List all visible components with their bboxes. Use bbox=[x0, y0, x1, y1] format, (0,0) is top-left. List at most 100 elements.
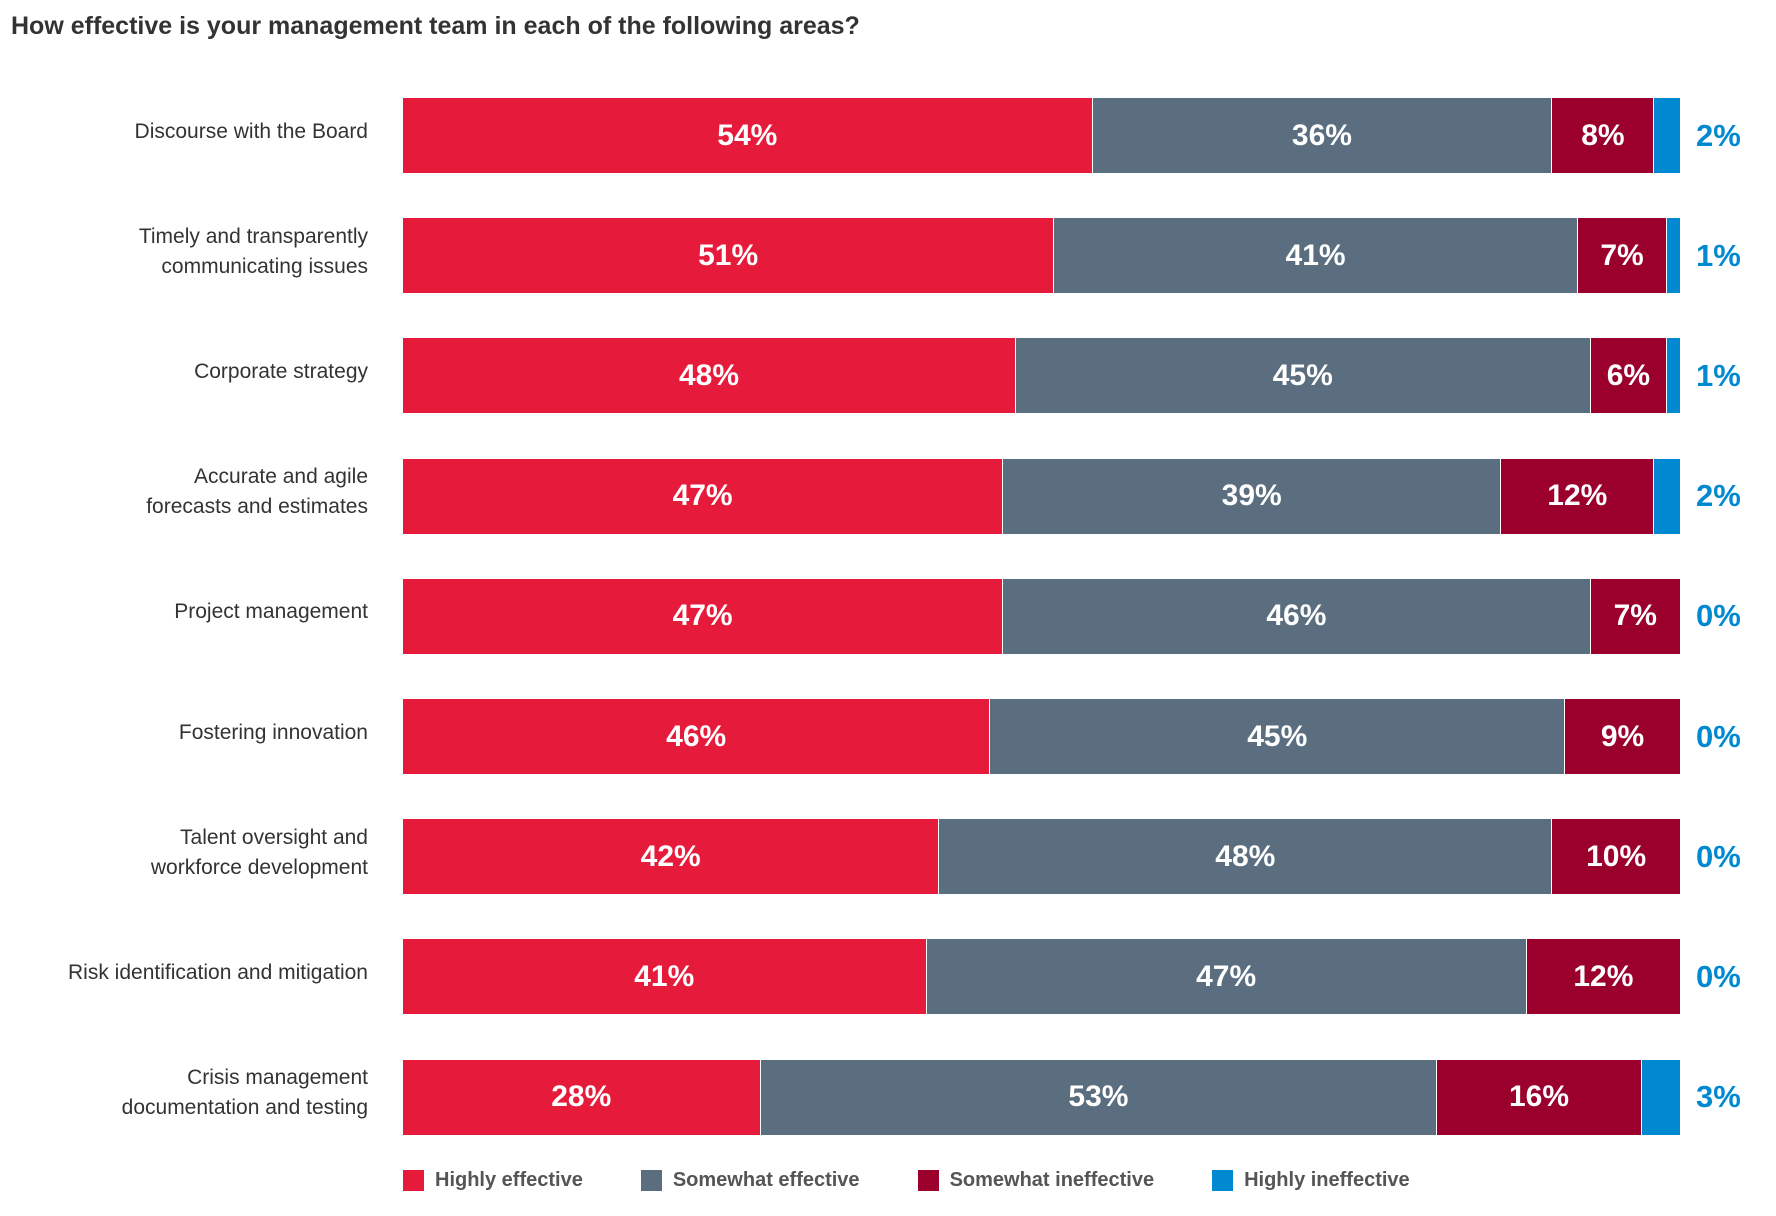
bar-segment-somewhat-ineffective: 12% bbox=[1501, 458, 1655, 534]
bar-segment-somewhat-effective: 46% bbox=[1003, 578, 1591, 654]
data-label-highly-ineffective: 2% bbox=[1696, 478, 1741, 514]
data-label-highly-ineffective: 0% bbox=[1696, 958, 1741, 994]
data-label: 47% bbox=[672, 479, 733, 513]
bar-segment-highly-ineffective bbox=[1667, 218, 1680, 294]
bar-segment-highly-effective: 51% bbox=[403, 218, 1055, 294]
data-label: 53% bbox=[1068, 1080, 1129, 1114]
bar-segment-highly-ineffective bbox=[1654, 98, 1680, 173]
data-label: 12% bbox=[1573, 959, 1634, 993]
bar-segment-highly-effective: 47% bbox=[403, 458, 1004, 534]
data-label: 7% bbox=[1613, 599, 1657, 633]
legend-label: Highly ineffective bbox=[1244, 1169, 1410, 1191]
category-label: Fostering innovation bbox=[8, 718, 368, 748]
category-label-line: Project management bbox=[174, 600, 368, 624]
bar-segment-somewhat-ineffective: 16% bbox=[1437, 1059, 1642, 1135]
bar-segment-somewhat-effective: 53% bbox=[760, 1059, 1438, 1135]
data-label: 45% bbox=[1272, 358, 1333, 392]
category-label-line: Discourse with the Board bbox=[134, 119, 368, 143]
category-label: Timely and transparently communicating is… bbox=[8, 222, 368, 282]
category-label-line: Risk identification and mitigation bbox=[68, 960, 368, 984]
bar-segment-somewhat-effective: 45% bbox=[990, 699, 1566, 774]
bar-row: 48% 45% 6% bbox=[403, 338, 1680, 414]
bar-segment-highly-effective: 42% bbox=[403, 819, 940, 895]
bar-segment-somewhat-effective: 36% bbox=[1092, 98, 1553, 173]
category-label: Project management bbox=[8, 597, 368, 627]
bar-segment-highly-effective: 47% bbox=[403, 578, 1004, 654]
category-label: Corporate strategy bbox=[8, 357, 368, 387]
bar-segment-somewhat-ineffective: 7% bbox=[1590, 578, 1680, 654]
bar-segment-somewhat-effective: 47% bbox=[926, 939, 1527, 1015]
bar-row: 28% 53% 16% bbox=[403, 1059, 1680, 1135]
data-label: 8% bbox=[1581, 118, 1625, 152]
data-label: 47% bbox=[1196, 959, 1257, 993]
category-label: Discourse with the Board bbox=[8, 117, 368, 147]
category-label: Talent oversight and workforce developmen… bbox=[8, 823, 368, 883]
data-label: 41% bbox=[634, 959, 695, 993]
legend-swatch bbox=[917, 1170, 939, 1191]
bar-segment-somewhat-ineffective: 12% bbox=[1526, 939, 1680, 1015]
data-label: 28% bbox=[551, 1080, 612, 1114]
bar-row: 41% 47% 12% bbox=[403, 939, 1680, 1015]
bar-segment-somewhat-effective: 45% bbox=[1015, 338, 1591, 414]
bar-segment-highly-ineffective bbox=[1654, 458, 1680, 534]
legend-swatch bbox=[640, 1170, 662, 1191]
legend-item: Somewhat ineffective bbox=[917, 1169, 1155, 1192]
data-label: 45% bbox=[1247, 719, 1308, 753]
category-label-line: workforce development bbox=[150, 855, 368, 879]
category-label-line: communicating issues bbox=[161, 254, 368, 278]
legend-label: Somewhat ineffective bbox=[949, 1169, 1155, 1191]
legend-item: Somewhat effective bbox=[640, 1169, 860, 1192]
data-label: 10% bbox=[1586, 839, 1647, 873]
legend-swatch bbox=[403, 1170, 424, 1191]
data-label-highly-ineffective: 0% bbox=[1696, 598, 1741, 634]
data-label-highly-ineffective: 2% bbox=[1696, 117, 1741, 153]
data-label-highly-ineffective: 0% bbox=[1696, 838, 1741, 874]
category-label-line: Fostering innovation bbox=[178, 720, 368, 744]
bar-segment-highly-effective: 28% bbox=[403, 1059, 761, 1135]
bar-segment-somewhat-ineffective: 9% bbox=[1565, 699, 1680, 774]
category-label: Risk identification and mitigation bbox=[8, 958, 368, 988]
data-label-highly-ineffective: 3% bbox=[1696, 1079, 1741, 1115]
data-label: 9% bbox=[1600, 719, 1645, 753]
legend-item: Highly ineffective bbox=[1212, 1169, 1410, 1192]
legend: Highly effective Somewhat effective Somewh… bbox=[403, 1169, 1468, 1192]
category-label-line: Corporate strategy bbox=[194, 359, 368, 383]
data-label-highly-ineffective: 0% bbox=[1696, 718, 1741, 754]
data-label: 39% bbox=[1221, 479, 1282, 513]
category-label: Crisis management documentation and testi… bbox=[8, 1063, 368, 1123]
category-label-line: Accurate and agile bbox=[194, 465, 368, 489]
legend-swatch bbox=[1212, 1170, 1234, 1191]
bar-segment-somewhat-ineffective: 10% bbox=[1552, 819, 1680, 895]
category-label-line: documentation and testing bbox=[121, 1096, 368, 1120]
bar-row: 42% 48% 10% bbox=[403, 819, 1680, 895]
data-label: 16% bbox=[1508, 1080, 1570, 1114]
data-label: 46% bbox=[666, 719, 727, 753]
legend-label: Somewhat effective bbox=[672, 1169, 860, 1191]
data-label: 6% bbox=[1606, 358, 1651, 392]
bar-segment-highly-effective: 41% bbox=[403, 939, 927, 1015]
data-label-highly-ineffective: 1% bbox=[1696, 357, 1741, 393]
bar-row: 51% 41% 7% bbox=[403, 218, 1680, 294]
bar-segment-highly-effective: 46% bbox=[403, 699, 991, 774]
bar-segment-somewhat-effective: 41% bbox=[1054, 218, 1578, 294]
category-label: Accurate and agile forecasts and estimate… bbox=[8, 462, 368, 522]
bar-segment-somewhat-effective: 48% bbox=[939, 819, 1553, 895]
data-label: 46% bbox=[1266, 599, 1327, 633]
bar-row: 54% 36% 8% bbox=[403, 98, 1680, 173]
category-label-line: forecasts and estimates bbox=[146, 495, 368, 519]
data-label: 51% bbox=[698, 238, 759, 272]
category-label-line: Timely and transparently bbox=[138, 224, 368, 248]
data-label: 41% bbox=[1285, 238, 1346, 272]
bar-row: 47% 46% 7% bbox=[403, 578, 1680, 654]
chart-title: How effective is your management team in… bbox=[11, 12, 860, 40]
category-label-line: Crisis management bbox=[187, 1066, 368, 1090]
data-label: 47% bbox=[672, 599, 733, 633]
bar-segment-somewhat-ineffective: 6% bbox=[1590, 338, 1668, 414]
bar-segment-somewhat-effective: 39% bbox=[1003, 458, 1502, 534]
data-label: 48% bbox=[678, 358, 739, 392]
bar-segment-highly-ineffective bbox=[1641, 1059, 1680, 1135]
bar-row: 47% 39% 12% bbox=[403, 458, 1680, 534]
legend-label: Highly effective bbox=[435, 1169, 583, 1191]
data-label: 42% bbox=[640, 839, 701, 873]
